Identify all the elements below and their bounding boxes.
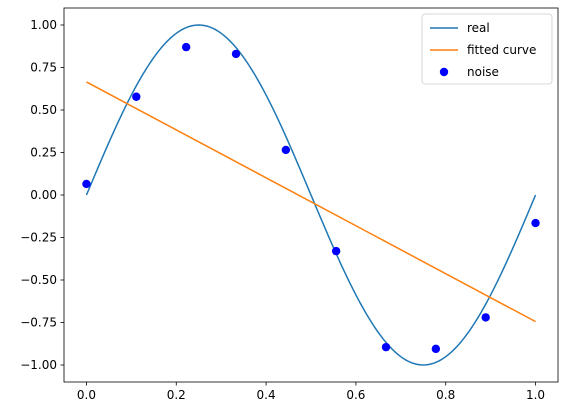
- y-tick-label: 0.25: [30, 146, 57, 160]
- scatter-point-noise-2: [181, 42, 191, 52]
- y-tick-label: −0.25: [20, 231, 57, 245]
- y-tick-label: 0.50: [30, 103, 57, 117]
- legend: real fitted curve noise: [421, 13, 553, 85]
- scatter-point-noise-4: [281, 145, 291, 155]
- axes: 0.0 0.2 0.4 0.6 0.8 1.0 1.00 0.75 0.50 0.25 0.00 −0…: [20, 7, 559, 402]
- scatter-point-noise-6: [381, 342, 391, 352]
- legend-box: [421, 13, 553, 85]
- y-tick-label: 1.00: [30, 18, 57, 32]
- y-tick-label: −1.00: [20, 358, 57, 372]
- y-tick-label: 0.00: [30, 188, 57, 202]
- series-line-real: [85, 24, 537, 366]
- scatter-point-noise-5: [331, 246, 341, 256]
- y-tick-label: −0.75: [20, 316, 57, 330]
- scatter-point-noise-1: [132, 92, 141, 101]
- x-tick-label: 0.6: [346, 388, 365, 402]
- scatter-point-noise-8: [481, 313, 490, 322]
- x-tick-label: 0.0: [77, 388, 96, 402]
- legend-label-noise: noise: [467, 65, 499, 79]
- legend-label-real: real: [467, 21, 490, 35]
- scatter-point-noise-3: [231, 49, 241, 59]
- plot-area: [82, 24, 540, 366]
- x-tick-label: 0.8: [436, 388, 455, 402]
- x-tick-label: 1.0: [526, 388, 545, 402]
- y-tick-label: −0.50: [20, 273, 57, 287]
- y-tick-label: 0.75: [30, 61, 57, 75]
- scatter-point-noise-0: [82, 179, 91, 189]
- series-line-fitted-curve: [86, 81, 536, 323]
- x-tick-label: 0.2: [167, 388, 186, 402]
- legend-label-fitted-curve: fitted curve: [467, 43, 536, 57]
- scatter-point-noise-7: [431, 344, 441, 354]
- legend-swatch-noise: [439, 67, 449, 77]
- scatter-point-noise-9: [531, 218, 540, 228]
- x-tick-label: 0.4: [257, 388, 276, 402]
